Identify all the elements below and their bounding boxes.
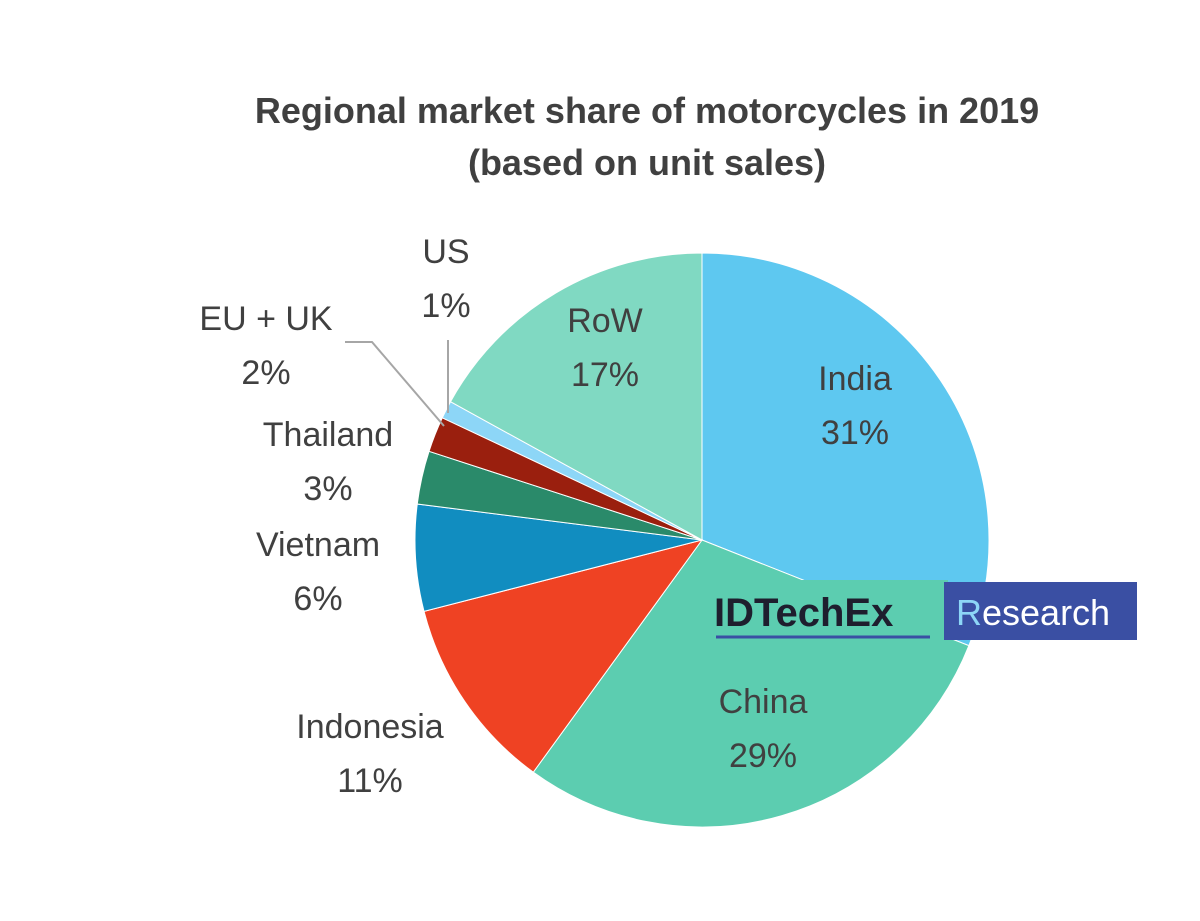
slice-value-thailand: 3%	[303, 470, 352, 508]
watermark-research-box	[944, 582, 1137, 640]
chart-subtitle: (based on unit sales)	[468, 142, 826, 183]
slice-label-china: China	[719, 683, 808, 721]
slice-row	[449, 252, 703, 541]
slice-value-eu-uk: 2%	[241, 354, 290, 392]
watermark-research: Research	[956, 592, 1110, 633]
slice-label-us: US	[422, 233, 469, 271]
slice-value-vietnam: 6%	[293, 580, 342, 618]
slice-indonesia	[423, 539, 704, 773]
slice-label-row: RoW	[567, 302, 643, 340]
slice-label-indonesia: Indonesia	[296, 708, 444, 746]
slice-value-china: 29%	[729, 737, 797, 775]
slice-label-vietnam: Vietnam	[256, 526, 380, 564]
slice-label-eu-uk: EU + UK	[199, 300, 333, 338]
slice-label-thailand: Thailand	[263, 416, 393, 454]
leader-line-eu-uk	[345, 341, 445, 427]
slice-value-india: 31%	[821, 414, 889, 452]
slice-labels: India 31% China 29% Indonesia 11% Vietnam 6% Tha…	[199, 233, 892, 800]
idtechex-watermark: IDTechEx Research	[712, 580, 1137, 644]
slice-value-us: 1%	[421, 287, 470, 325]
chart-title: Regional market share of motorcycles in …	[255, 90, 1039, 131]
pie-slices	[414, 252, 990, 828]
slice-india	[701, 252, 990, 647]
leader-lines	[345, 340, 449, 427]
watermark-backdrop	[712, 580, 948, 644]
slice-label-india: India	[818, 360, 892, 398]
watermark-research-initial: R	[956, 592, 982, 633]
slice-value-indonesia: 11%	[337, 762, 403, 800]
watermark-brand: IDTechEx	[714, 591, 893, 635]
slice-value-row: 17%	[571, 356, 639, 394]
watermark-research-rest: esearch	[982, 592, 1110, 633]
